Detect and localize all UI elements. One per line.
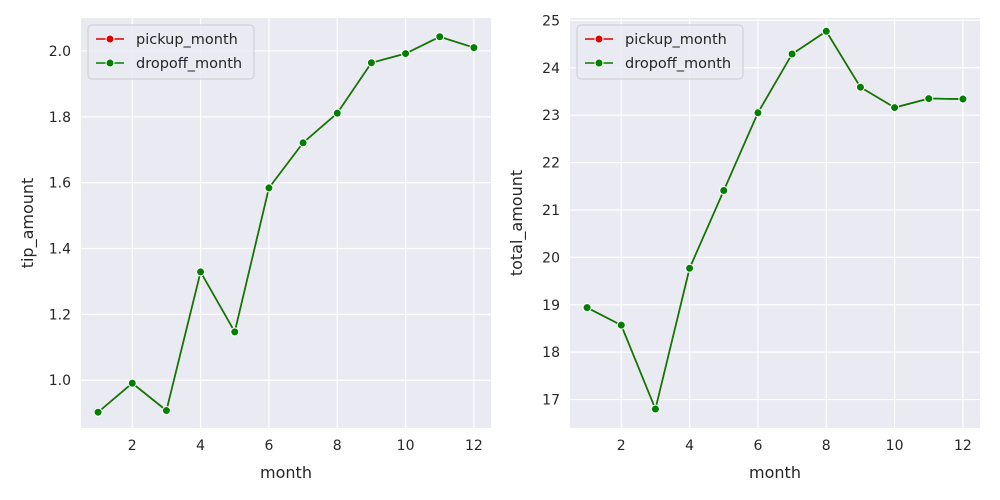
x-tick-label: 4 xyxy=(196,438,205,454)
dropoff_month-point xyxy=(196,267,206,277)
dropoff_month-point xyxy=(230,327,240,337)
x-tick-label: 2 xyxy=(617,438,626,454)
dropoff_month-point xyxy=(958,94,968,104)
y-tick-label: 25 xyxy=(542,13,560,29)
y-tick-label: 1.8 xyxy=(49,110,71,126)
dropoff_month-point xyxy=(787,49,797,59)
y-tick-label: 19 xyxy=(542,298,560,314)
dropoff_month-point xyxy=(616,320,626,330)
y-axis-label: tip_amount xyxy=(18,178,38,269)
y-tick-label: 18 xyxy=(542,345,560,361)
y-tick-label: 21 xyxy=(542,203,560,219)
legend-box xyxy=(87,24,255,80)
y-tick-label: 1.2 xyxy=(49,307,71,323)
x-tick-label: 6 xyxy=(753,438,762,454)
dropoff_month-point xyxy=(650,404,660,414)
legend-box xyxy=(576,24,744,80)
plot-area xyxy=(570,18,980,428)
legend-swatch-marker xyxy=(594,34,604,44)
y-tick-label: 1.4 xyxy=(49,242,71,258)
dropoff_month-point xyxy=(719,186,729,196)
dropoff_month-line xyxy=(586,30,963,412)
y-tick-label: 23 xyxy=(542,108,560,124)
dropoff_month-line xyxy=(97,35,475,413)
y-tick-label: 22 xyxy=(542,156,560,172)
dropoff_month-point xyxy=(298,138,308,148)
x-tick-label: 6 xyxy=(264,438,273,454)
x-tick-label: 12 xyxy=(954,438,972,454)
y-tick-label: 1.6 xyxy=(49,176,71,192)
dropoff_month-point xyxy=(821,26,831,36)
x-tick-label: 8 xyxy=(333,438,342,454)
y-tick-label: 24 xyxy=(542,61,560,77)
x-tick-label: 2 xyxy=(128,438,137,454)
dropoff_month-point xyxy=(582,303,592,313)
dropoff_month-point xyxy=(401,49,411,59)
legend-swatch-marker xyxy=(105,34,115,44)
dropoff_month-point xyxy=(924,94,934,104)
dropoff_month-point xyxy=(332,108,342,118)
x-tick-label: 4 xyxy=(685,438,694,454)
dropoff_month-point xyxy=(366,58,376,68)
dropoff_month-point xyxy=(685,263,695,273)
total-amount-chart: 2 4 6 8 10 12171819202122232425monthtotal_amo… xyxy=(507,13,980,482)
y-tick-label: 17 xyxy=(542,393,560,409)
dropoff_month-point xyxy=(753,108,763,118)
y-tick-label: 1.0 xyxy=(49,373,71,389)
dropoff_month-point xyxy=(264,183,274,193)
legend-label: dropoff_month xyxy=(136,56,242,72)
y-axis-label: total_amount xyxy=(507,170,527,276)
x-axis-label: month xyxy=(749,463,801,482)
x-axis-label: month xyxy=(260,463,312,482)
y-tick-label: 20 xyxy=(542,250,560,266)
tip-amount-chart: 2 4 6 8 10 12 1.0 1.2 1.4 1.6 1.8 2.0 month tip_amoun… xyxy=(18,18,491,482)
dropoff_month-point xyxy=(161,406,171,416)
dropoff_month-point xyxy=(890,103,900,113)
dropoff_month-point xyxy=(855,82,865,92)
dropoff_month-point xyxy=(127,378,137,388)
x-tick-label: 12 xyxy=(465,438,483,454)
dropoff_month-point xyxy=(435,32,445,42)
dropoff_month-point xyxy=(469,43,479,53)
legend-label: pickup_month xyxy=(625,32,727,48)
x-tick-label: 10 xyxy=(397,438,415,454)
x-tick-label: 8 xyxy=(822,438,831,454)
legend-label: pickup_month xyxy=(136,32,238,48)
legend-swatch-marker xyxy=(105,58,115,68)
y-tick-label: 2.0 xyxy=(49,44,71,60)
legend-label: dropoff_month xyxy=(625,56,731,72)
dropoff_month-point xyxy=(93,407,103,417)
x-tick-label: 10 xyxy=(886,438,904,454)
plot-area xyxy=(81,18,491,428)
legend-swatch-marker xyxy=(594,58,604,68)
